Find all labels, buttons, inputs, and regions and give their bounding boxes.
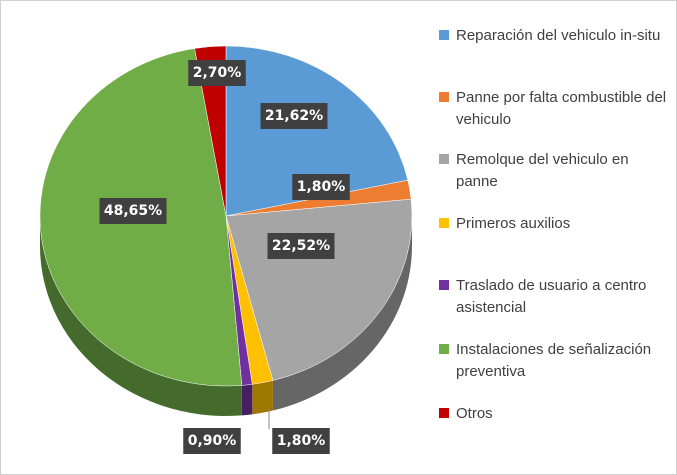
legend-swatch — [439, 344, 449, 354]
legend-item: Reparación del vehiculo in-situ — [439, 25, 667, 47]
legend-label: Panne por falta combustible del vehiculo — [456, 89, 667, 128]
data-label: 1,80% — [297, 179, 346, 195]
label-box — [260, 103, 328, 129]
data-label: 21,62% — [265, 108, 323, 124]
label-box — [188, 60, 246, 86]
pie-side — [272, 216, 412, 411]
legend-label: Otros — [456, 405, 493, 422]
pie-side — [40, 216, 242, 416]
legend-swatch — [439, 154, 449, 164]
legend-swatch — [439, 280, 449, 290]
legend-item: Traslado de usuario a centro asistencial — [439, 275, 667, 319]
legend-label: Primeros auxilios — [456, 215, 571, 232]
legend-item: Primeros auxilios — [439, 213, 667, 235]
legend-swatch — [439, 218, 449, 228]
label-box — [292, 174, 350, 200]
pie-slice — [225, 45, 409, 217]
legend-item: Instalaciones de señalización preventiva — [439, 339, 667, 383]
legend-item: Otros — [439, 403, 667, 425]
label-box — [99, 198, 167, 224]
label-box — [267, 233, 335, 259]
pie-side — [241, 384, 253, 416]
legend-label: Traslado de usuario a centro asistencial — [456, 277, 647, 316]
legend-label: Instalaciones de señalización preventiva — [456, 341, 652, 380]
legend-swatch — [439, 30, 449, 40]
data-label: 0,90% — [188, 433, 237, 449]
label-box — [183, 428, 241, 454]
legend-label: Remolque del vehiculo en panne — [456, 151, 629, 190]
legend-swatch — [439, 408, 449, 418]
data-label: 48,65% — [104, 203, 162, 219]
pie-side — [252, 380, 273, 415]
data-label: 2,70% — [193, 65, 242, 81]
data-label: 1,80% — [277, 433, 326, 449]
legend-swatch — [439, 92, 449, 102]
pie-slice — [194, 45, 227, 217]
data-label: 22,52% — [272, 238, 330, 254]
label-box — [272, 428, 330, 454]
legend-label: Reparación del vehiculo in-situ — [456, 27, 661, 44]
legend-item: Panne por falta combustible del vehiculo — [439, 87, 667, 131]
legend-item: Remolque del vehiculo en panne — [439, 149, 667, 193]
